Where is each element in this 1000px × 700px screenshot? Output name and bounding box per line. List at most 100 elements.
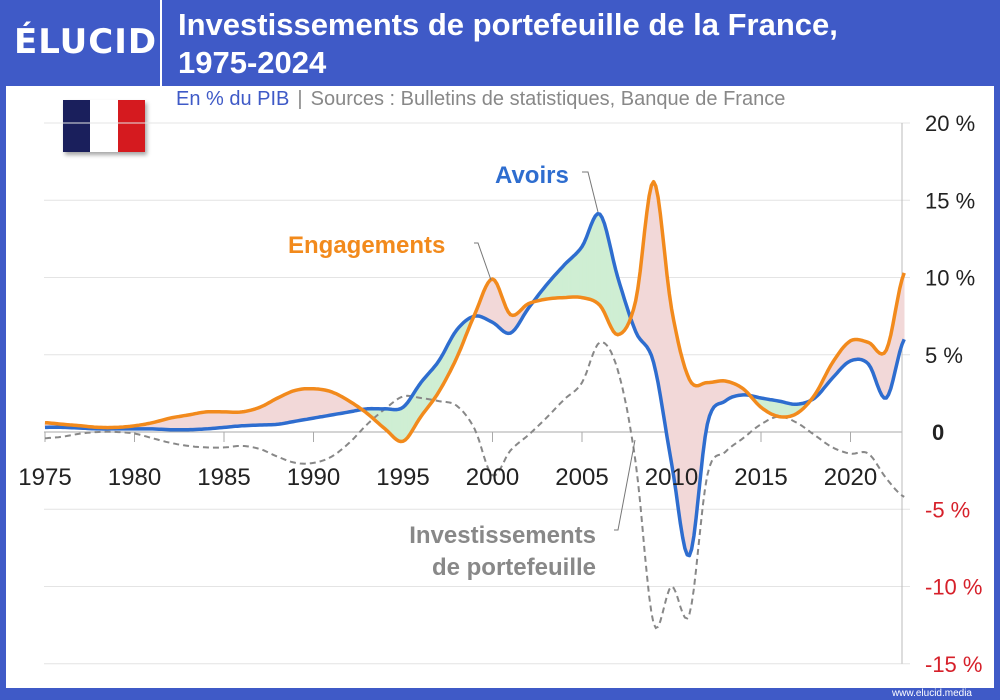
gap-fill-segment <box>859 339 862 361</box>
gap-fill-segment <box>577 248 581 298</box>
gap-fill-segment <box>208 411 211 430</box>
series-line-engagements <box>44 179 906 444</box>
gap-fill-segment <box>241 411 245 427</box>
gap-fill-segment <box>326 390 330 417</box>
gap-fill-segment <box>425 373 428 412</box>
flag-red-band <box>117 100 145 152</box>
gap-fill-segment <box>225 411 229 428</box>
gap-fill-segment <box>684 367 688 555</box>
gap-fill-segment <box>190 413 193 430</box>
gap-fill-segment <box>275 397 279 425</box>
separator: | <box>297 88 303 110</box>
y-tick-label: -15 % <box>925 652 982 677</box>
gap-fill-segment <box>601 217 605 313</box>
gap-fill-segment <box>570 255 574 298</box>
gap-fill-segment <box>252 408 256 426</box>
gap-fill-segment <box>293 389 296 422</box>
gap-fill-segment <box>651 180 654 363</box>
gap-fill-segment <box>776 400 780 417</box>
leader-net <box>614 439 636 531</box>
source-label: Sources : Bulletins de statistiques, Ban… <box>310 88 786 110</box>
header-divider <box>160 0 162 86</box>
gap-fill-segment <box>308 388 312 420</box>
gap-fill-segment <box>310 388 314 419</box>
gap-fill-segment <box>210 411 214 429</box>
gap-fill-segment <box>216 411 220 429</box>
gap-fill-segment <box>259 405 263 426</box>
gap-fill-segment <box>655 186 659 383</box>
x-tick-label: 1985 <box>197 464 250 491</box>
gap-fill-segment <box>883 349 887 399</box>
title-line-2: 1975-2024 <box>178 45 327 80</box>
gap-fill-segment <box>592 215 596 303</box>
gap-fill-segment <box>214 411 218 429</box>
gap-fill-segment <box>317 388 321 418</box>
annotation-net-line2: de portefeuille <box>432 554 596 581</box>
gap-fill-segment <box>604 223 607 318</box>
gap-fill-segment <box>250 409 254 426</box>
gap-fill-segment <box>185 414 189 431</box>
gap-fill-segment <box>563 262 567 298</box>
gap-fill-segment <box>194 412 198 430</box>
gap-fill-segment <box>335 393 339 415</box>
x-tick-label: 2010 <box>645 464 698 491</box>
gap-fill-segment <box>223 411 227 428</box>
unit-label: En % du PIB <box>176 88 290 110</box>
x-tick-label: 2005 <box>555 464 608 491</box>
chart-title: Investissements de portefeuille de la Fr… <box>178 6 978 82</box>
gap-fill-segment <box>328 390 332 416</box>
gap-fill-segment <box>266 402 270 426</box>
gap-fill-segment <box>234 411 238 427</box>
y-tick-label: 10 % <box>925 266 975 291</box>
gap-fill-segment <box>261 404 265 426</box>
footer-url[interactable]: www.elucid.media <box>891 688 972 699</box>
gap-fill-segment <box>561 264 565 298</box>
gap-fill-segment <box>290 390 294 423</box>
gap-fill-segment <box>583 237 587 299</box>
gap-fill-segment <box>680 351 683 538</box>
gap-fill-segment <box>187 414 191 430</box>
gap-fill-segment <box>299 388 303 421</box>
leader-avoirs <box>582 171 599 213</box>
gap-fill-segment <box>588 225 592 301</box>
gap-fill-segment <box>284 393 287 424</box>
gap-fill-segment <box>671 308 675 477</box>
series-line-avoirs <box>45 211 906 558</box>
gap-fill-segment <box>196 412 200 430</box>
y-tick-label: 5 % <box>925 343 963 368</box>
x-tick-label: 2015 <box>734 464 787 491</box>
gap-fill-segment <box>850 339 854 362</box>
gap-fill-segment <box>489 278 493 323</box>
gap-fill-segment <box>568 258 572 298</box>
chart-subtitle: En % du PIB | Sources : Bulletins de stati… <box>176 88 785 111</box>
gap-fill-segment <box>295 389 299 422</box>
gap-fill-segment <box>302 388 305 421</box>
gap-fill-segment <box>402 404 406 442</box>
gap-fill-segment <box>595 213 598 304</box>
gap-fill-segment <box>597 213 601 306</box>
gap-fill-segment <box>581 242 585 299</box>
gap-fill-segment <box>856 339 860 360</box>
y-tick-label: 20 % <box>925 111 975 136</box>
gap-fill-segment <box>286 392 290 424</box>
gap-fill-segment <box>398 408 402 442</box>
gap-fill-segment <box>720 380 724 404</box>
gap-fill-segment <box>183 415 187 431</box>
gap-fill-segment <box>331 391 334 416</box>
x-tick-label: 1990 <box>287 464 340 491</box>
gap-fill-segment <box>715 380 719 406</box>
x-tick-label: 1980 <box>108 464 161 491</box>
x-tick-label: 1975 <box>18 464 71 491</box>
gap-fill-segment <box>199 412 202 430</box>
gap-fill-segment <box>487 279 491 322</box>
gap-fill-segment <box>852 339 856 361</box>
gap-fill-segment <box>257 406 261 426</box>
gap-fill-segment <box>393 409 397 441</box>
gap-fill-segment <box>648 185 652 356</box>
gap-fill-segment <box>319 388 323 418</box>
gap-fill-segment <box>228 411 232 428</box>
gap-fill-segment <box>574 251 578 298</box>
leader-engagements <box>474 242 492 281</box>
gap-fill-segment <box>579 245 583 298</box>
gap-fill-segment <box>566 260 569 298</box>
